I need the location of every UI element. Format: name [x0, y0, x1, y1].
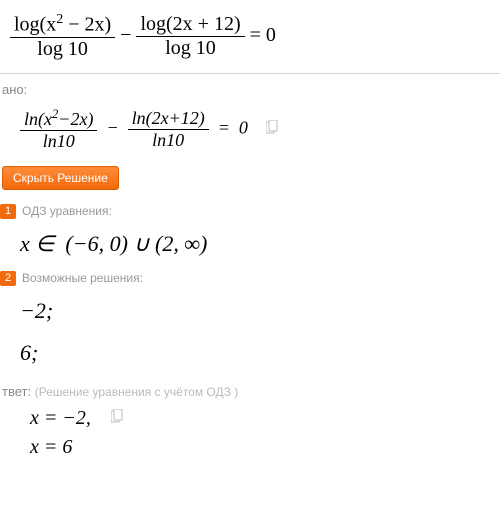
answer-2-text: x = 6	[30, 436, 72, 459]
step-1-header: 1 ОДЗ уравнения:	[0, 204, 500, 219]
answer-label-sub: (Решение уравнения с учётом ОДЗ )	[35, 385, 239, 399]
given-label: ано:	[0, 74, 500, 101]
step-2-header: 2 Возможные решения:	[0, 271, 500, 286]
step-1-text: ОДЗ уравнения:	[22, 204, 112, 218]
step-1-badge: 1	[0, 204, 16, 219]
copy-icon[interactable]	[111, 409, 123, 427]
step-2-text: Возможные решения:	[22, 271, 143, 285]
header-equation-content: log(x2 − 2x)log 10 − log(2x + 12)log 10 …	[10, 24, 276, 46]
step-2-math-2: 6;	[0, 332, 500, 374]
step-2-badge: 2	[0, 271, 16, 286]
header-equation: log(x2 − 2x)log 10 − log(2x + 12)log 10 …	[0, 0, 500, 74]
answer-label-main: твет:	[2, 384, 31, 399]
answer-2: x = 6	[0, 432, 500, 461]
copy-icon[interactable]	[266, 120, 278, 138]
given-row: ln(x2−2x)ln10 − ln(2x+12)ln10 = 0	[0, 101, 500, 162]
answer-1: x = −2,	[0, 403, 500, 432]
hide-solution-button[interactable]: Скрыть Решение	[2, 166, 119, 190]
step-1-math: x ∈ (−6, 0) ∪ (2, ∞)	[0, 223, 500, 265]
answer-label: твет: (Решение уравнения с учётом ОДЗ )	[0, 374, 500, 403]
step-2-math-1: −2;	[0, 290, 500, 332]
given-equation: ln(x2−2x)ln10 − ln(2x+12)ln10 = 0	[20, 107, 248, 152]
answer-1-text: x = −2,	[30, 407, 91, 430]
